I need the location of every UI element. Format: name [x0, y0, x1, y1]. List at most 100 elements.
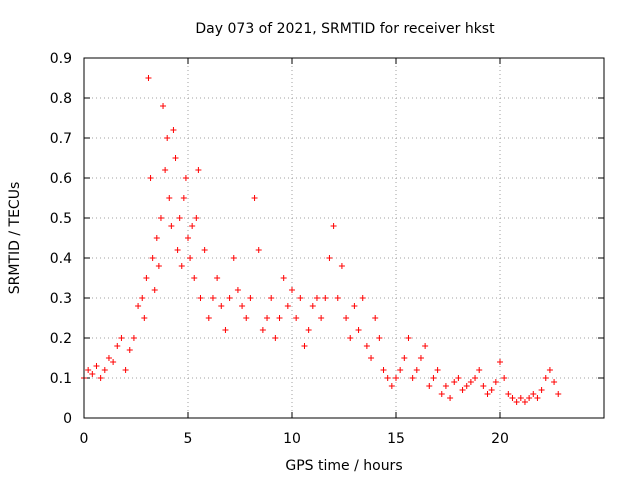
- data-point: [276, 315, 283, 321]
- data-point: [243, 315, 250, 321]
- data-point: [555, 391, 562, 397]
- data-point: [309, 303, 316, 309]
- data-point: [168, 223, 175, 229]
- data-point: [463, 383, 470, 389]
- data-point: [174, 247, 181, 253]
- data-point: [492, 379, 499, 385]
- data-point: [434, 367, 441, 373]
- data-point: [135, 303, 142, 309]
- data-point: [97, 375, 104, 381]
- y-tick-label: 0.3: [50, 291, 72, 307]
- data-point: [182, 175, 189, 181]
- data-point: [289, 287, 295, 293]
- data-point: [157, 215, 164, 221]
- y-tick-label: 0.8: [50, 91, 72, 107]
- data-point: [546, 367, 553, 373]
- data-point: [130, 335, 137, 341]
- data-point: [147, 175, 154, 181]
- data-point: [417, 355, 424, 361]
- data-point: [162, 167, 169, 173]
- data-point: [376, 335, 383, 341]
- data-point: [185, 235, 191, 241]
- data-point: [476, 367, 483, 373]
- chart-title: Day 073 of 2021, SRMTID for receiver hks…: [195, 21, 495, 37]
- data-point: [143, 275, 150, 281]
- data-point: [170, 127, 177, 133]
- data-point: [513, 399, 520, 405]
- data-point: [488, 387, 495, 393]
- data-point: [517, 395, 524, 401]
- data-point: [176, 215, 183, 221]
- data-point: [313, 295, 320, 301]
- data-point: [505, 391, 512, 397]
- data-point: [272, 335, 279, 341]
- data-point: [359, 295, 366, 301]
- data-point: [268, 295, 275, 301]
- data-point: [330, 223, 337, 229]
- y-tick-label: 0.4: [50, 251, 72, 267]
- data-point: [234, 287, 241, 293]
- data-point: [149, 255, 156, 261]
- data-point: [384, 375, 391, 381]
- data-point: [526, 395, 533, 401]
- data-point: [126, 347, 133, 353]
- data-point: [334, 295, 341, 301]
- data-point: [459, 387, 466, 393]
- data-point: [426, 383, 433, 389]
- data-point: [551, 379, 558, 385]
- data-point: [105, 355, 112, 361]
- data-point: [280, 275, 287, 281]
- data-point: [363, 343, 370, 349]
- data-point: [264, 315, 271, 321]
- data-point: [187, 255, 194, 261]
- data-point: [413, 367, 420, 373]
- data-point: [501, 375, 508, 381]
- data-point: [293, 315, 300, 321]
- x-tick-label: 0: [80, 431, 89, 447]
- x-tick-label: 5: [184, 431, 193, 447]
- data-point: [326, 255, 333, 261]
- data-point: [380, 367, 387, 373]
- data-point: [538, 387, 545, 393]
- data-point: [114, 343, 121, 349]
- data-point: [160, 103, 167, 109]
- data-point: [422, 343, 429, 349]
- data-point: [178, 263, 185, 269]
- data-point: [93, 363, 100, 369]
- data-point: [145, 75, 152, 81]
- data-point: [438, 391, 445, 397]
- data-point: [542, 375, 549, 381]
- y-tick-label: 0.9: [50, 51, 72, 67]
- data-point: [530, 391, 537, 397]
- data-point: [347, 335, 354, 341]
- data-point: [151, 287, 158, 293]
- data-point: [195, 167, 202, 173]
- data-point: [247, 295, 254, 301]
- x-tick-label: 10: [283, 431, 301, 447]
- y-tick-label: 0.1: [50, 371, 72, 387]
- data-point: [166, 195, 173, 201]
- data-point: [442, 383, 449, 389]
- data-point: [191, 275, 198, 281]
- data-point: [201, 247, 208, 253]
- data-point: [197, 295, 204, 301]
- x-axis-title: GPS time / hours: [285, 458, 402, 474]
- data-point: [226, 295, 233, 301]
- data-point: [180, 195, 187, 201]
- data-point: [122, 367, 129, 373]
- data-point: [155, 263, 162, 269]
- data-point: [239, 303, 246, 309]
- data-point: [118, 335, 125, 341]
- data-point: [368, 355, 375, 361]
- data-point: [388, 383, 395, 389]
- data-point: [318, 315, 325, 321]
- x-tick-label: 15: [387, 431, 405, 447]
- data-point: [230, 255, 237, 261]
- data-point: [322, 295, 329, 301]
- data-point: [205, 315, 212, 321]
- data-point: [338, 263, 345, 269]
- data-point: [110, 359, 117, 365]
- data-point: [209, 295, 216, 301]
- data-point: [521, 399, 528, 405]
- data-point: [164, 135, 171, 141]
